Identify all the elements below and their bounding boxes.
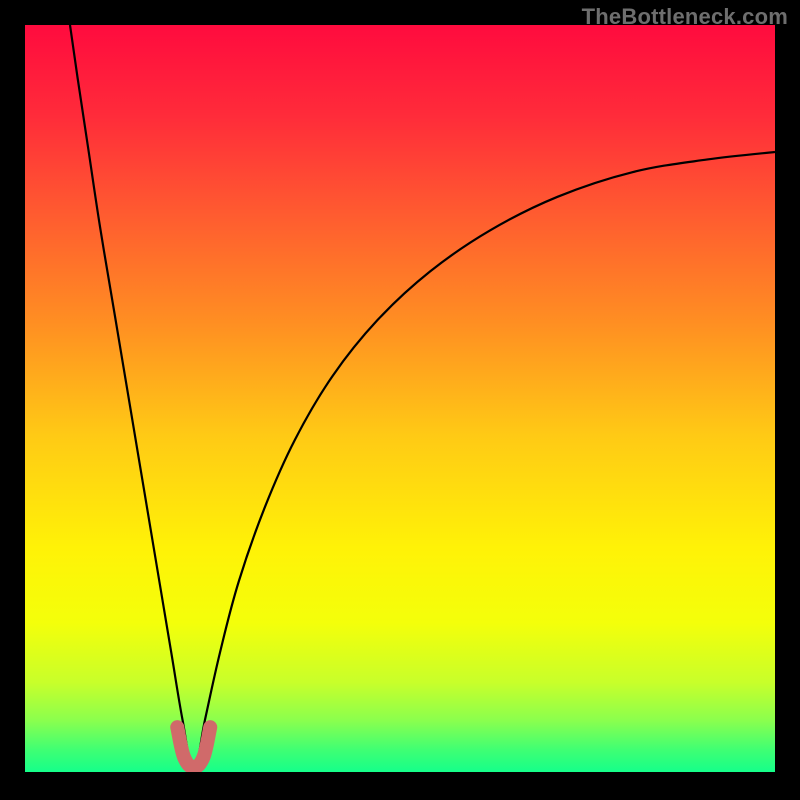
gradient-background bbox=[25, 25, 775, 772]
chart-frame: TheBottleneck.com bbox=[0, 0, 800, 800]
watermark-text: TheBottleneck.com bbox=[582, 4, 788, 30]
plot-svg bbox=[25, 25, 775, 772]
plot-area bbox=[25, 25, 775, 772]
